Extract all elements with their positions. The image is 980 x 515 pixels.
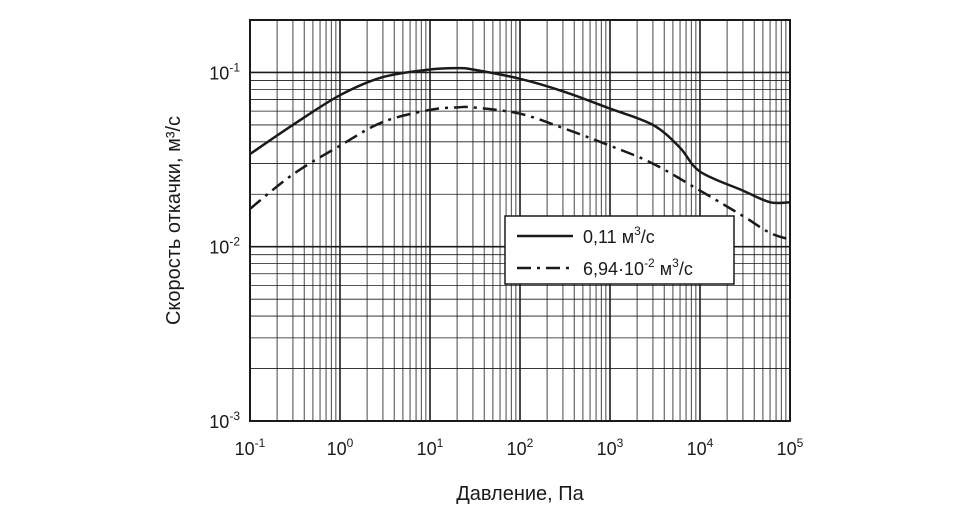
x-tick-label: 101 bbox=[417, 436, 444, 459]
x-axis-title: Давление, Па bbox=[456, 483, 584, 505]
legend: 0,11 м3/с 6,94·10-2 м3/с bbox=[504, 215, 735, 285]
y-tick-label: 10-3 bbox=[209, 409, 240, 432]
legend-label-series-2: 6,94·10-2 м3/с bbox=[583, 256, 693, 279]
series-line-2 bbox=[249, 105, 791, 241]
x-tick-label: 105 bbox=[777, 436, 804, 459]
series-line-1 bbox=[249, 66, 791, 205]
x-tick-label: 103 bbox=[597, 436, 624, 459]
x-tick-label: 10-1 bbox=[235, 436, 266, 459]
legend-box bbox=[504, 215, 735, 285]
series-layer bbox=[249, 66, 791, 241]
x-tick-label: 102 bbox=[507, 436, 534, 459]
y-tick-label: 10-1 bbox=[209, 60, 240, 83]
x-tick-label: 100 bbox=[327, 436, 354, 459]
plot-frame bbox=[249, 19, 791, 422]
y-tick-label: 10-2 bbox=[209, 235, 240, 258]
grid bbox=[249, 19, 790, 422]
y-axis-title: Скорость откачки, м³/с bbox=[163, 116, 185, 325]
y-tick-labels: 10-3 10-2 10-1 bbox=[209, 60, 240, 432]
legend-label-series-1: 0,11 м3/с bbox=[583, 224, 655, 247]
x-tick-label: 104 bbox=[687, 436, 714, 459]
x-tick-labels: 10-1 100 101 102 103 104 105 bbox=[235, 436, 804, 459]
